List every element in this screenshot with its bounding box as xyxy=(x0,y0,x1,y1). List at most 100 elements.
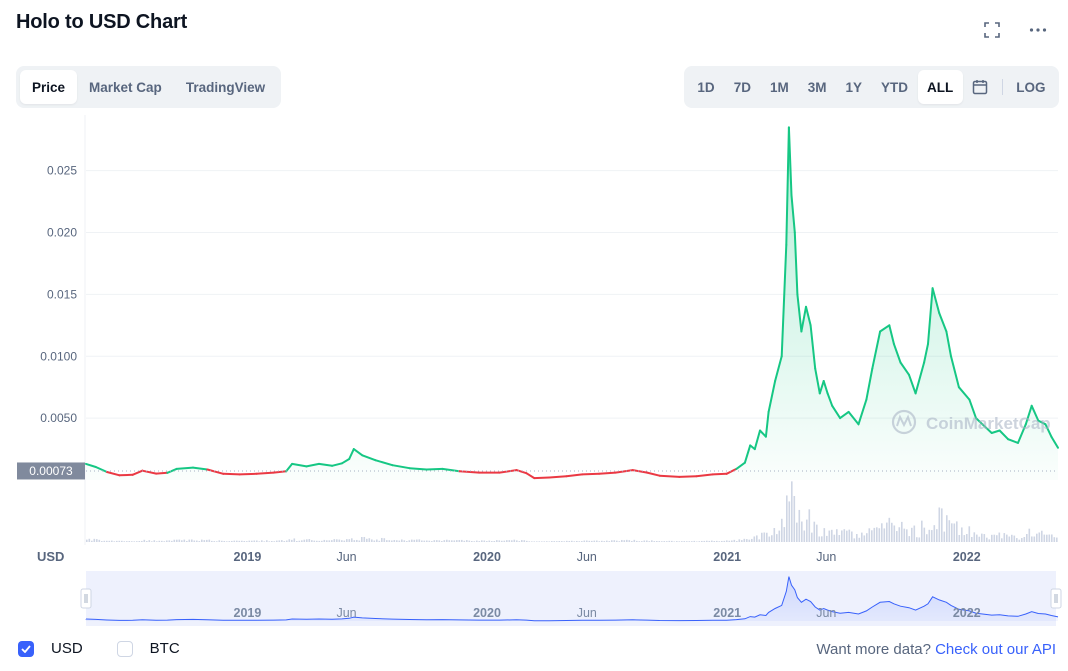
range-1d[interactable]: 1D xyxy=(697,79,715,95)
volume-bar xyxy=(861,532,863,542)
volume-bar xyxy=(708,540,711,542)
volume-bar xyxy=(1053,537,1056,542)
price-line-segment xyxy=(968,398,977,420)
navigator-tick-label: 2022 xyxy=(953,606,981,620)
navigator-tick-label: Jun xyxy=(577,606,597,620)
price-line-segment xyxy=(879,324,891,333)
volume-bar xyxy=(351,538,353,542)
price-line-segment xyxy=(305,462,320,468)
volume-bar xyxy=(868,528,871,542)
more-icon[interactable] xyxy=(1026,18,1050,42)
volume-bar xyxy=(103,540,106,542)
volume-bar xyxy=(906,529,908,542)
volume-bar xyxy=(453,540,456,542)
volume-bar xyxy=(923,527,926,542)
volume-bar xyxy=(978,536,981,542)
usd-label: USD xyxy=(51,640,83,657)
volume-bar xyxy=(1048,534,1051,542)
price-line-segment xyxy=(831,404,842,420)
volume-bar xyxy=(796,522,798,542)
volume-bar xyxy=(316,540,318,542)
range-ytd[interactable]: YTD xyxy=(881,79,908,95)
volume-bar xyxy=(533,541,536,542)
volume-bar xyxy=(641,541,643,542)
tab-market-cap[interactable]: Market Cap xyxy=(89,79,162,95)
volume-bar xyxy=(896,531,898,542)
volume-bar xyxy=(983,534,986,542)
volume-bar xyxy=(168,540,171,542)
calendar-button[interactable] xyxy=(963,70,998,104)
volume-bar xyxy=(618,541,621,542)
price-line-segment xyxy=(1007,438,1019,444)
volume-bar xyxy=(1031,536,1033,542)
navigator-tick-label: 2021 xyxy=(713,606,741,620)
volume-bar xyxy=(98,539,101,542)
volume-bar xyxy=(511,540,513,542)
volume-bar xyxy=(446,539,448,542)
range-selector: 1D 7D 1M 3M 1Y YTD ALL LOG xyxy=(683,66,1059,108)
volume-bar xyxy=(741,540,743,542)
range-3m[interactable]: 3M xyxy=(807,79,827,95)
volume-bar xyxy=(961,527,963,542)
volume-bar xyxy=(173,539,176,542)
volume-bar xyxy=(971,537,973,542)
volume-bar xyxy=(496,540,498,542)
volume-bar xyxy=(918,537,921,542)
volume-bar xyxy=(91,540,93,542)
volume-bar xyxy=(451,540,453,542)
btc-checkbox[interactable] xyxy=(116,640,133,657)
fullscreen-icon[interactable] xyxy=(980,18,1004,42)
volume-bar xyxy=(1016,538,1018,542)
volume-bar xyxy=(456,540,458,542)
volume-bar xyxy=(403,540,406,542)
volume-bar xyxy=(266,540,268,542)
volume-bar xyxy=(286,540,288,542)
price-line-segment xyxy=(785,126,790,246)
range-1y[interactable]: 1Y xyxy=(845,79,862,95)
range-all[interactable]: ALL xyxy=(917,70,963,104)
price-line-segment xyxy=(361,454,377,462)
navigator-handle-right[interactable] xyxy=(1050,588,1062,609)
volume-bar xyxy=(661,541,663,542)
volume-bar xyxy=(916,537,918,542)
tab-tradingview[interactable]: TradingView xyxy=(185,79,266,95)
volume-bar xyxy=(656,540,658,542)
price-line-segment xyxy=(255,471,275,475)
volume-bar xyxy=(493,540,496,542)
price-line-segment xyxy=(1024,404,1033,426)
volume-bar xyxy=(161,540,163,542)
range-7d[interactable]: 7D xyxy=(733,79,751,95)
volume-bar xyxy=(363,536,366,542)
volume-bar xyxy=(623,540,626,542)
price-line-segment xyxy=(1017,423,1027,444)
volume-bar xyxy=(703,540,706,542)
price-line-segment xyxy=(767,380,777,413)
volume-bar xyxy=(583,540,586,542)
usd-checkbox[interactable] xyxy=(18,640,34,657)
price-line-segment xyxy=(678,475,698,478)
tab-price[interactable]: Price xyxy=(20,70,78,104)
volume-bar xyxy=(358,540,361,542)
volume-bar xyxy=(833,534,836,542)
volume-bar xyxy=(593,540,596,542)
log-toggle[interactable]: LOG xyxy=(1016,79,1046,95)
volume-bar xyxy=(761,532,763,542)
price-line-segment xyxy=(743,444,752,464)
volume-bar xyxy=(1033,536,1036,542)
price-line-segment xyxy=(352,448,364,457)
range-1m[interactable]: 1M xyxy=(769,79,789,95)
price-line-segment xyxy=(764,410,770,438)
volume-bar xyxy=(566,540,568,542)
chart-type-tabs: Price Market Cap TradingView xyxy=(16,66,282,108)
navigator-handle-left[interactable] xyxy=(80,588,92,609)
volume-bar xyxy=(471,541,473,542)
volume-bar xyxy=(576,540,578,542)
price-line-segment xyxy=(348,448,355,460)
api-link[interactable]: Check out our API xyxy=(935,641,1056,658)
volume-bar xyxy=(1046,534,1048,542)
volume-bar xyxy=(418,539,421,542)
volume-bar xyxy=(723,540,726,542)
volume-bar xyxy=(873,527,876,542)
volume-bar xyxy=(313,540,316,542)
volume-bar xyxy=(933,525,936,542)
